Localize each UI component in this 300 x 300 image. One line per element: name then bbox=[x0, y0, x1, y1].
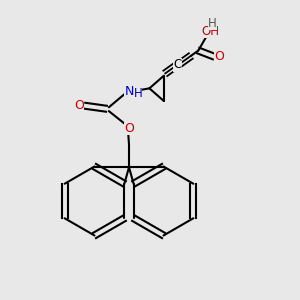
Text: H: H bbox=[134, 87, 142, 100]
Text: N: N bbox=[124, 85, 134, 98]
Text: O: O bbox=[75, 99, 84, 112]
Text: O: O bbox=[124, 122, 134, 135]
Text: H: H bbox=[208, 17, 217, 30]
Text: O: O bbox=[214, 50, 224, 63]
Text: C: C bbox=[173, 58, 182, 71]
Text: OH: OH bbox=[201, 26, 219, 38]
